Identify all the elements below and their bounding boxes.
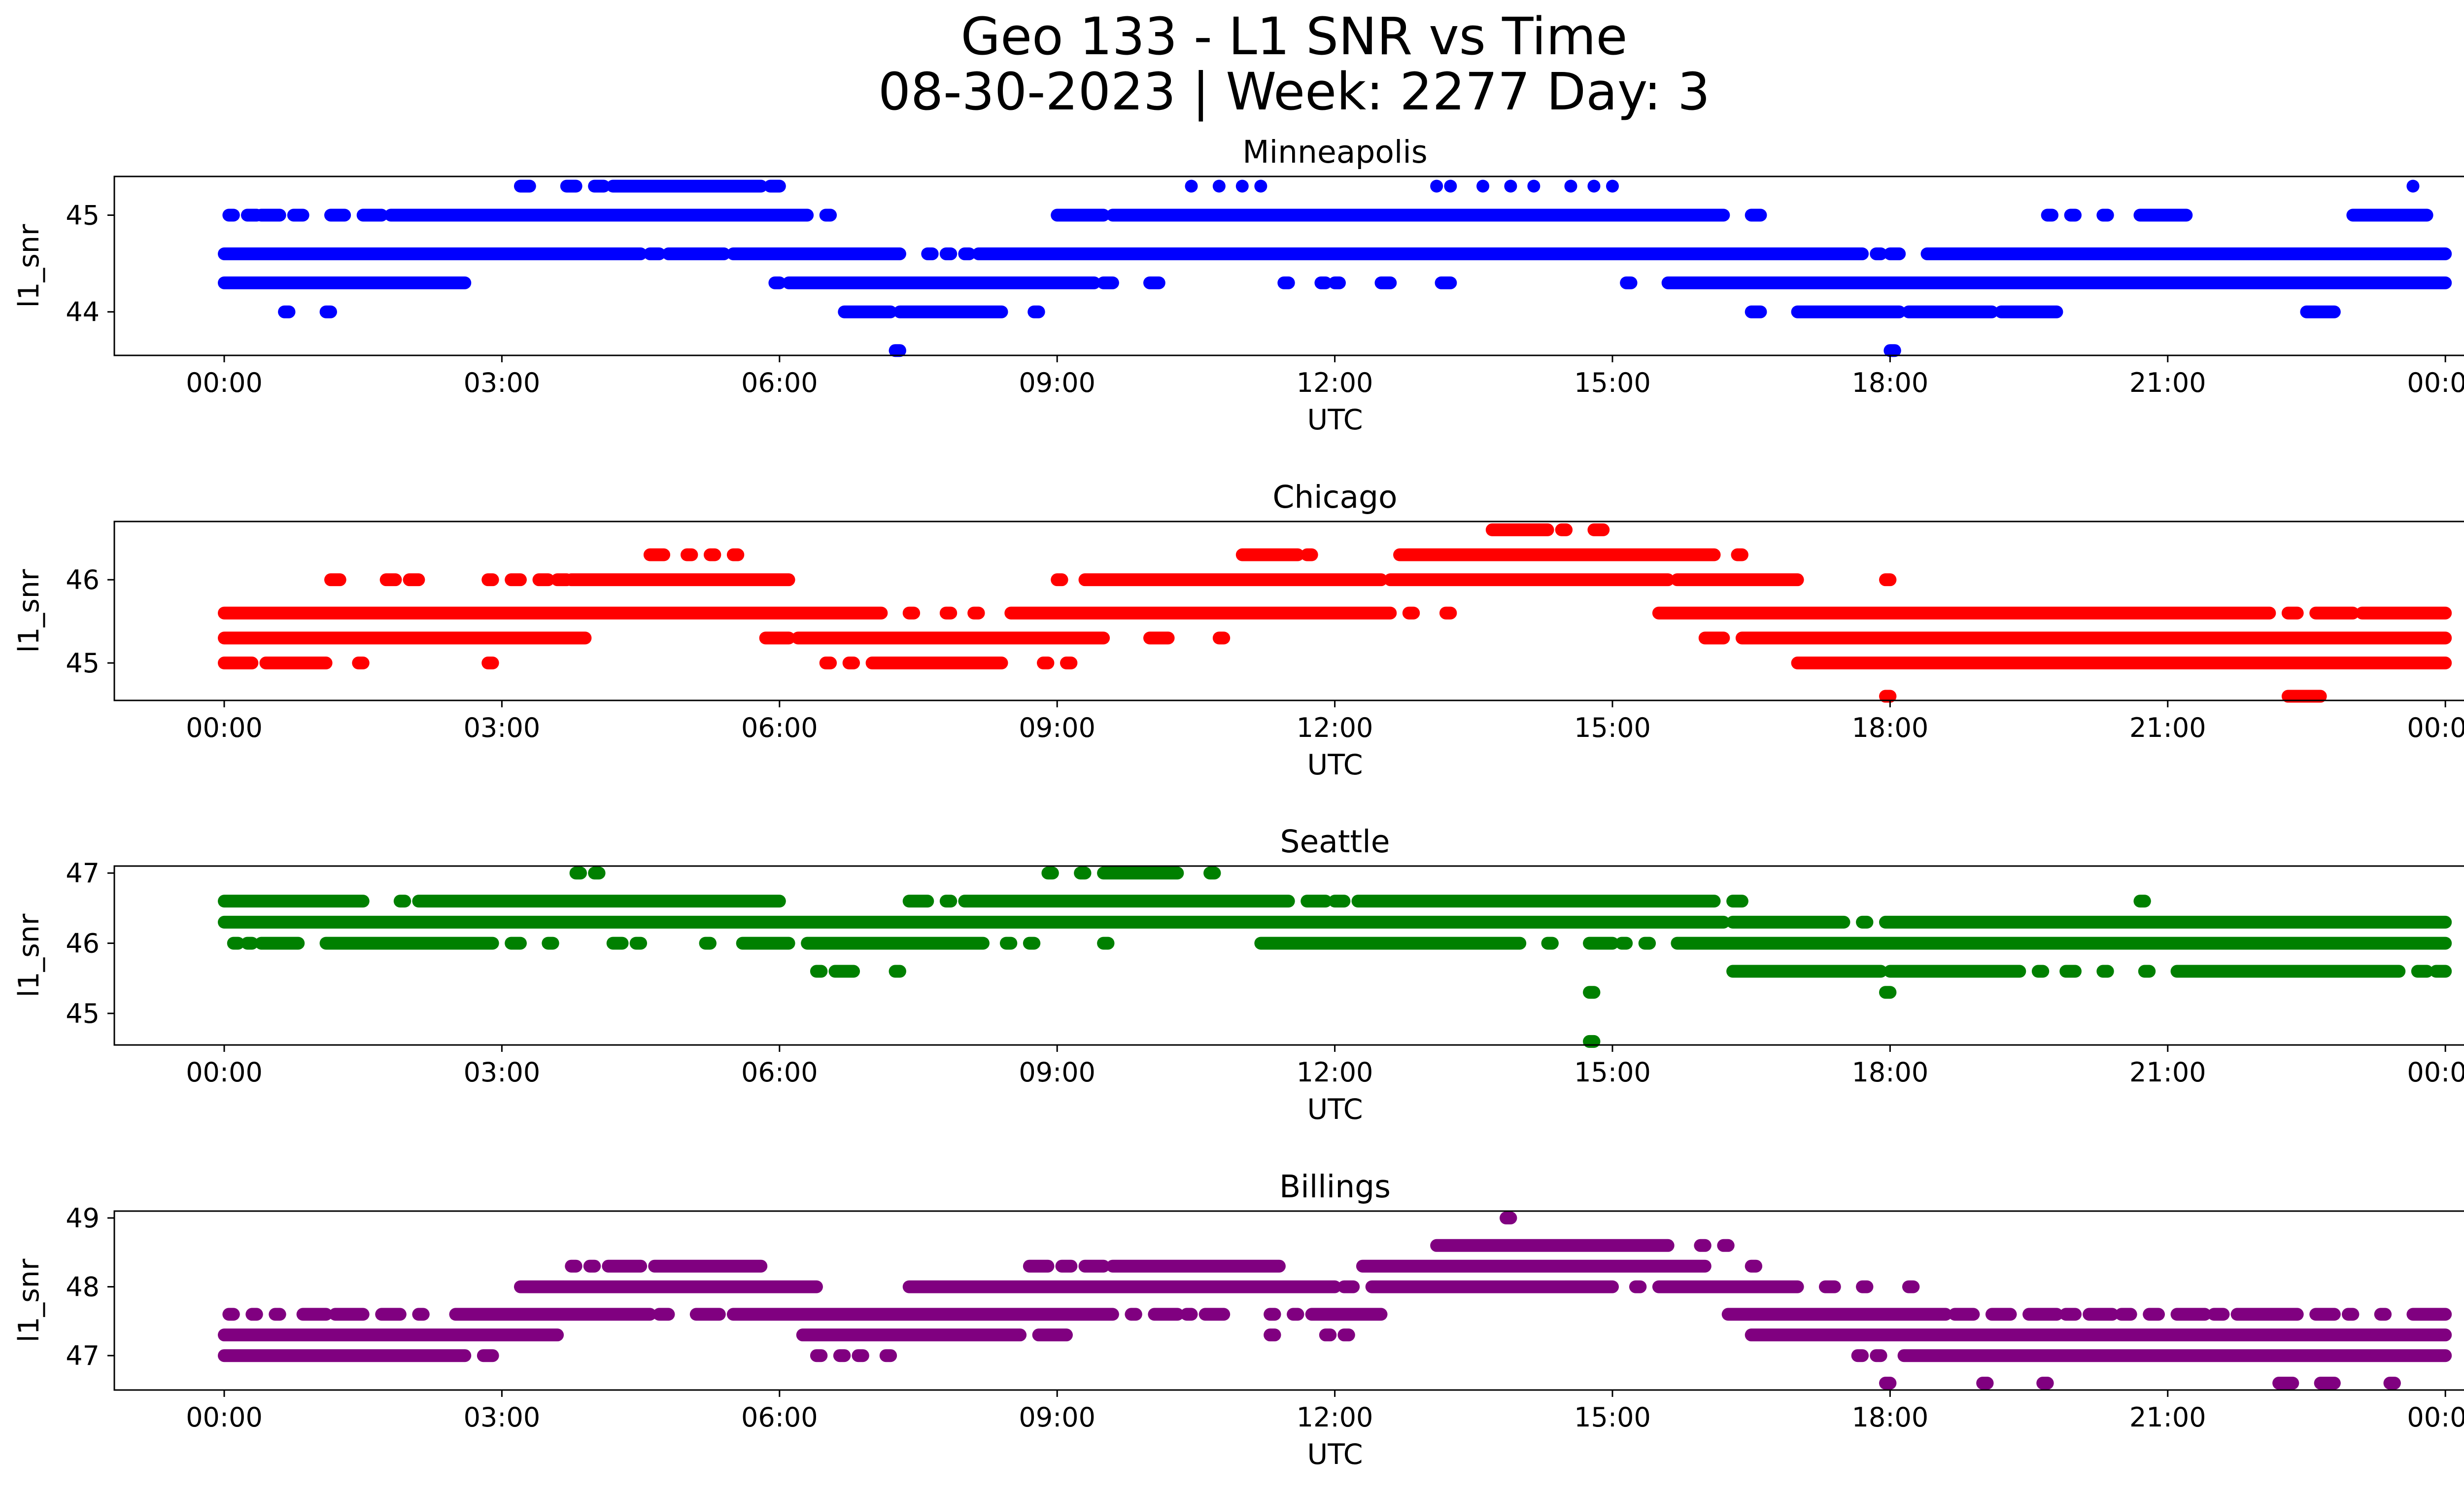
data-point xyxy=(1587,179,1601,193)
x-tick-label: 00:00 xyxy=(186,367,263,398)
data-point xyxy=(1476,179,1490,193)
y-axis-label: l1_snr xyxy=(13,569,45,653)
y-tick-label: 49 xyxy=(66,1203,100,1234)
series-minneapolis xyxy=(218,179,2452,357)
panel-title: Minneapolis xyxy=(1242,134,1427,170)
panel-minneapolis: Minneapolis 00:00 03:00 06:00 09:00 12:00 15:0… xyxy=(13,134,2464,436)
panel-billings: Billings 00:00 03:00 06:00 09:00 12:00 15:00 18… xyxy=(13,1169,2464,1471)
x-tick-label: 00:00 xyxy=(186,1057,263,1088)
x-tick-label: 00:00 xyxy=(186,712,263,743)
x-axis-label: UTC xyxy=(1307,749,1363,781)
y-tick-label: 46 xyxy=(66,928,100,959)
x-tick-label: 03:00 xyxy=(464,1402,541,1433)
y-axis-label: l1_snr xyxy=(13,1258,45,1342)
x-tick-label: 21:00 xyxy=(2129,712,2206,743)
x-tick-label: 21:00 xyxy=(2129,367,2206,398)
figure-title-line1: Geo 133 - L1 SNR vs Time xyxy=(960,6,1627,67)
series-chicago xyxy=(218,523,2452,703)
x-axis-label: UTC xyxy=(1307,404,1363,436)
panel-title: Billings xyxy=(1279,1169,1391,1205)
x-tick-label: 18:00 xyxy=(1852,712,1929,743)
x-tick-label: 03:00 xyxy=(464,712,541,743)
x-tick-label: 06:00 xyxy=(741,1057,818,1088)
x-tick-label: 18:00 xyxy=(1852,367,1929,398)
x-axis-label: UTC xyxy=(1307,1093,1363,1126)
data-point xyxy=(1430,179,1443,193)
panel-chicago: Chicago 00:00 03:00 06:00 09:00 12:00 15:00 18:… xyxy=(13,479,2464,781)
series-seattle xyxy=(218,867,2452,1048)
x-tick-label: 21:00 xyxy=(2129,1057,2206,1088)
x-tick-label: 15:00 xyxy=(1574,1402,1651,1433)
data-point xyxy=(1212,179,1226,193)
x-tick-label: 12:00 xyxy=(1297,367,1373,398)
y-tick-label: 45 xyxy=(66,200,100,231)
x-tick-label: 03:00 xyxy=(464,1057,541,1088)
x-tick-label: 12:00 xyxy=(1297,712,1373,743)
x-tick-label: 15:00 xyxy=(1574,712,1651,743)
x-tick-label: 15:00 xyxy=(1574,1057,1651,1088)
x-tick-label: 00:00 xyxy=(186,1402,263,1433)
x-tick-label: 06:00 xyxy=(741,367,818,398)
x-tick-label: 09:00 xyxy=(1019,367,1095,398)
x-axis-label: UTC xyxy=(1307,1438,1363,1471)
panel-title: Chicago xyxy=(1272,479,1397,515)
x-tick-label: 06:00 xyxy=(741,712,818,743)
y-axis-label: l1_snr xyxy=(13,913,45,997)
y-tick-label: 48 xyxy=(66,1272,100,1303)
panel-seattle: Seattle 00:00 03:00 06:00 09:00 12:00 15:00 18:… xyxy=(13,824,2464,1126)
x-tick-label: 09:00 xyxy=(1019,1057,1095,1088)
x-tick-label: 15:00 xyxy=(1574,367,1651,398)
data-point xyxy=(1235,179,1249,193)
y-tick-label: 47 xyxy=(66,1340,100,1371)
x-tick-label: 00:00 xyxy=(2407,1402,2464,1433)
x-tick-label: 00:00 xyxy=(2407,367,2464,398)
y-tick-label: 46 xyxy=(66,564,100,595)
data-point xyxy=(2406,179,2420,193)
x-tick-label: 00:00 xyxy=(2407,712,2464,743)
x-tick-label: 18:00 xyxy=(1852,1057,1929,1088)
data-point xyxy=(1527,179,1540,193)
y-tick-label: 45 xyxy=(66,648,100,679)
x-tick-label: 09:00 xyxy=(1019,1402,1095,1433)
y-axis-label: l1_snr xyxy=(13,224,45,308)
x-tick-label: 18:00 xyxy=(1852,1402,1929,1433)
panel-title: Seattle xyxy=(1280,824,1390,860)
data-point xyxy=(1606,179,1619,193)
x-tick-label: 03:00 xyxy=(464,367,541,398)
figure-title-line2: 08-30-2023 | Week: 2277 Day: 3 xyxy=(878,62,1710,122)
y-tick-label: 44 xyxy=(66,297,100,328)
data-point xyxy=(1564,179,1577,193)
x-tick-label: 09:00 xyxy=(1019,712,1095,743)
data-point xyxy=(1444,179,1457,193)
x-tick-label: 21:00 xyxy=(2129,1402,2206,1433)
y-tick-label: 47 xyxy=(66,858,100,889)
data-point xyxy=(1185,179,1198,193)
x-tick-label: 12:00 xyxy=(1297,1057,1373,1088)
x-tick-label: 12:00 xyxy=(1297,1402,1373,1433)
data-point xyxy=(1254,179,1267,193)
x-tick-label: 00:00 xyxy=(2407,1057,2464,1088)
data-point xyxy=(1504,179,1517,193)
x-tick-label: 06:00 xyxy=(741,1402,818,1433)
series-billings xyxy=(218,1211,2452,1390)
y-tick-label: 45 xyxy=(66,998,100,1029)
